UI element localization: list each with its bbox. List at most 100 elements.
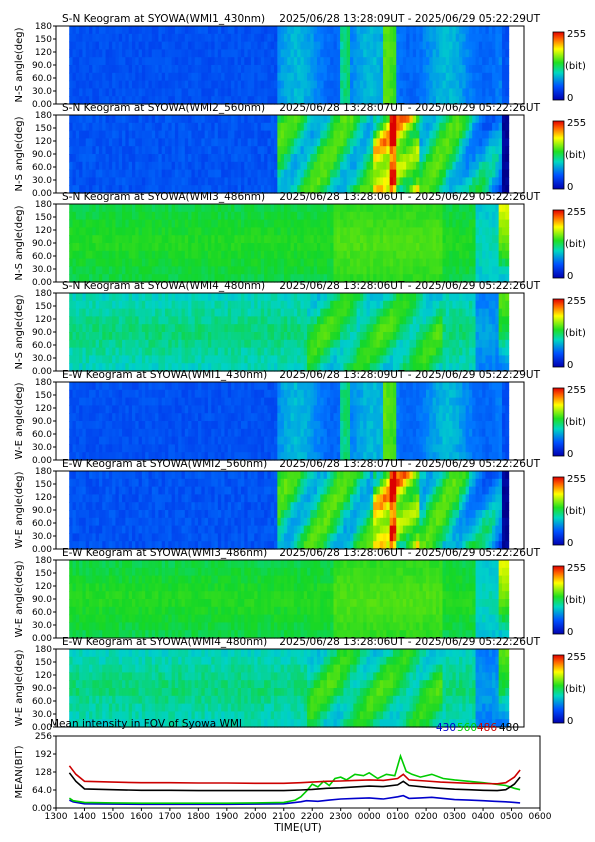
legend-entry: 486 [477, 722, 497, 734]
heatmap-cells [69, 293, 510, 372]
y-tick-label: 120 [35, 404, 52, 414]
panel-time-range: 2025/06/28 13:28:06UT - 2025/06/29 05:22… [279, 547, 540, 559]
y-tick-label: 30.0 [32, 265, 52, 275]
y-tick-label: 150 [35, 35, 52, 45]
y-tick-label: 60.0 [32, 74, 52, 84]
mean-x-tick-label: 0300 [443, 812, 466, 822]
keogram-panel: S-N Keogram at SYOWA(WMI1_430nm) 2025/06/… [14, 13, 586, 110]
mean-x-tick-label: 0200 [415, 812, 438, 822]
heatmap-cells [69, 382, 510, 461]
y-tick-label: 180 [35, 378, 52, 388]
panel-title: E-W Keogram at SYOWA(WMI3_486nm) [62, 547, 267, 559]
heatmap-cells [69, 471, 510, 550]
y-tick-label: 90.0 [32, 61, 52, 71]
mean-y-axis-label: MEAN(BIT) [14, 745, 25, 798]
mean-y-tick-label: 64.0 [32, 786, 52, 796]
y-axis-label: N-S angle(deg) [14, 294, 25, 369]
keogram-panel: S-N Keogram at SYOWA(WMI3_486nm) 2025/06/… [14, 191, 586, 288]
mean-intensity-chart: Mean intensity in FOV of Syowa WMI 430 560… [14, 718, 552, 834]
legend-entry: 430 [436, 722, 456, 734]
y-tick-label: 0.00 [32, 456, 52, 466]
colorbar-max-label: 255 [567, 207, 586, 218]
colorbar-unit: (bit) [565, 506, 586, 517]
y-tick-label: 30.0 [32, 710, 52, 720]
y-tick-label: 30.0 [32, 354, 52, 364]
panel-time-range: 2025/06/28 13:28:06UT - 2025/06/29 05:22… [279, 636, 540, 648]
y-tick-label: 0.00 [32, 278, 52, 288]
colorbar [552, 209, 565, 279]
mean-x-tick-label: 0600 [529, 812, 552, 822]
y-tick-label: 0.00 [32, 367, 52, 377]
y-tick-label: 180 [35, 556, 52, 566]
panel-title: S-N Keogram at SYOWA(WMI4_480nm) [62, 280, 265, 292]
colorbar-max-label: 255 [567, 652, 586, 663]
y-tick-label: 120 [35, 137, 52, 147]
y-tick-label: 150 [35, 302, 52, 312]
colorbar-unit: (bit) [565, 61, 586, 72]
colorbar-min-label: 0 [567, 716, 573, 727]
y-tick-label: 120 [35, 582, 52, 592]
y-axis-label: W-E angle(deg) [14, 471, 25, 548]
colorbar-max-label: 255 [567, 29, 586, 40]
colorbar [552, 298, 565, 368]
mean-x-tick-label: 2300 [329, 812, 352, 822]
mean-x-tick-label: 1400 [73, 812, 96, 822]
y-tick-label: 180 [35, 289, 52, 299]
mean-y-tick-label: 192 [35, 750, 52, 760]
y-tick-label: 120 [35, 315, 52, 325]
mean-x-axis-label: TIME(UT) [273, 822, 322, 834]
y-tick-label: 60.0 [32, 341, 52, 351]
heatmap-cells [69, 649, 510, 728]
y-tick-label: 30.0 [32, 443, 52, 453]
panel-title: E-W Keogram at SYOWA(WMI4_480nm) [62, 636, 267, 648]
y-tick-label: 120 [35, 48, 52, 58]
y-axis-label: N-S angle(deg) [14, 116, 25, 191]
colorbar-unit: (bit) [565, 417, 586, 428]
colorbar-unit: (bit) [565, 684, 586, 695]
panel-time-range: 2025/06/28 13:28:06UT - 2025/06/29 05:22… [279, 191, 540, 203]
colorbar-min-label: 0 [567, 538, 573, 549]
y-tick-label: 0.00 [32, 723, 52, 733]
mean-x-tick-label: 2200 [301, 812, 324, 822]
mean-y-tick-label: 0.00 [32, 804, 52, 814]
y-tick-label: 180 [35, 645, 52, 655]
legend-entry: 480 [499, 722, 519, 734]
y-tick-label: 90.0 [32, 328, 52, 338]
mean-x-tick-label: 1800 [187, 812, 210, 822]
colorbar [552, 476, 565, 546]
y-tick-label: 180 [35, 111, 52, 121]
heatmap-cells [69, 115, 510, 194]
y-tick-label: 90.0 [32, 239, 52, 249]
mean-x-tick-label: 1600 [130, 812, 153, 822]
y-tick-label: 150 [35, 124, 52, 134]
colorbar [552, 120, 565, 190]
mean-x-tick-label: 0500 [500, 812, 523, 822]
y-tick-label: 90.0 [32, 150, 52, 160]
y-axis-label: W-E angle(deg) [14, 560, 25, 637]
series-line-560 [68, 753, 521, 805]
panel-title: S-N Keogram at SYOWA(WMI2_560nm) [62, 102, 265, 114]
colorbar [552, 387, 565, 457]
series-line-430 [69, 794, 521, 806]
y-tick-label: 0.00 [32, 545, 52, 555]
colorbar-min-label: 0 [567, 271, 573, 282]
y-tick-label: 0.00 [32, 189, 52, 199]
keogram-panel: E-W Keogram at SYOWA(WMI1_430nm) 2025/06/… [14, 369, 586, 466]
y-axis-label: N-S angle(deg) [14, 205, 25, 280]
y-tick-label: 90.0 [32, 684, 52, 694]
mean-plot-frame [55, 735, 541, 809]
panel-time-range: 2025/06/28 13:28:07UT - 2025/06/29 05:22… [279, 458, 540, 470]
panel-time-range: 2025/06/28 13:28:07UT - 2025/06/29 05:22… [279, 102, 540, 114]
y-tick-label: 60.0 [32, 163, 52, 173]
mean-x-tick-label: 0000 [358, 812, 381, 822]
y-tick-label: 30.0 [32, 532, 52, 542]
y-tick-label: 180 [35, 467, 52, 477]
mean-x-tick-label: 1900 [215, 812, 238, 822]
keogram-panel: S-N Keogram at SYOWA(WMI2_560nm) 2025/06/… [14, 102, 586, 199]
y-tick-label: 60.0 [32, 608, 52, 618]
panel-time-range: 2025/06/28 13:28:06UT - 2025/06/29 05:22… [279, 280, 540, 292]
mean-x-tick-label: 1300 [45, 812, 68, 822]
keogram-panel: E-W Keogram at SYOWA(WMI4_480nm) 2025/06/… [14, 636, 586, 733]
colorbar-max-label: 255 [567, 118, 586, 129]
